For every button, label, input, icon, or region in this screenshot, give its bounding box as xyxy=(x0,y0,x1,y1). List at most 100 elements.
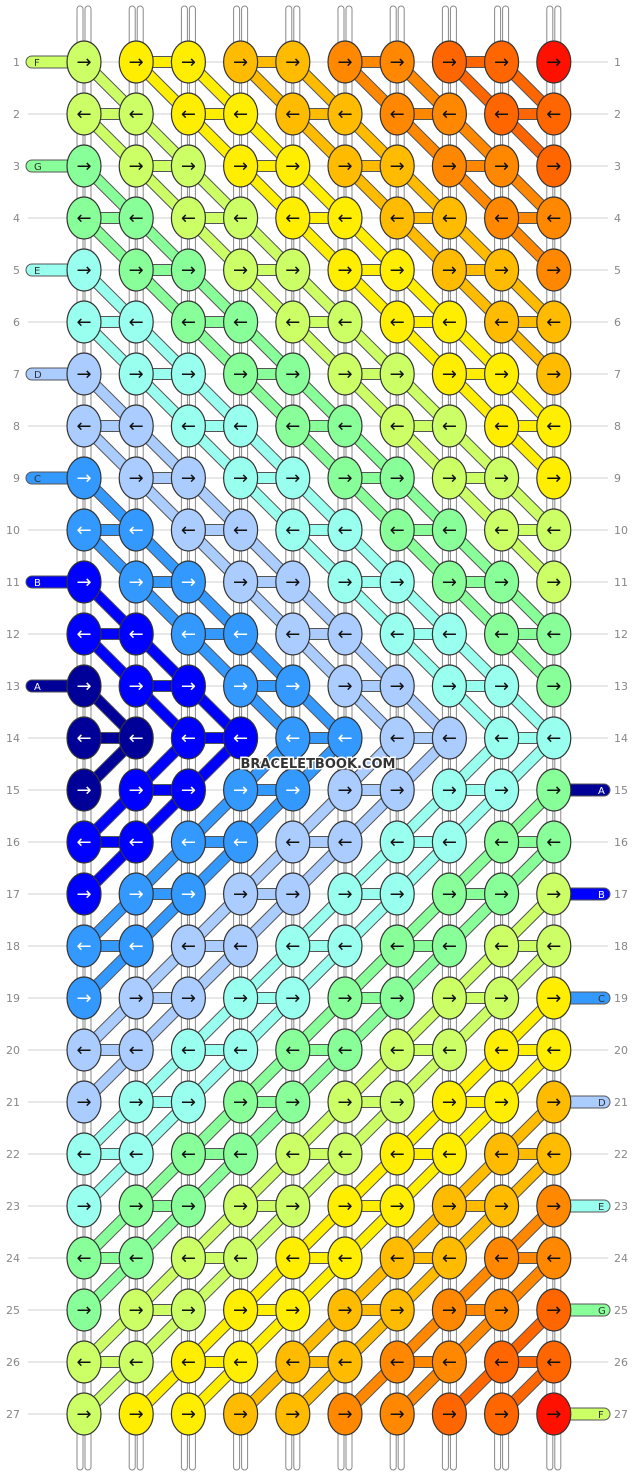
arrow-left-icon: ← xyxy=(546,1040,561,1061)
arrow-left-icon: ← xyxy=(233,208,248,229)
knot: ← xyxy=(275,404,311,448)
row-number-right: 7 xyxy=(614,368,621,381)
row-number-right: 25 xyxy=(614,1304,628,1317)
knot: → xyxy=(327,352,363,396)
knot: ← xyxy=(118,1236,154,1280)
string-letter: C xyxy=(598,994,605,1005)
knot: ← xyxy=(379,404,415,448)
knot: → xyxy=(431,560,467,604)
knot: → xyxy=(275,664,311,708)
arrow-right-icon: → xyxy=(442,1092,457,1113)
knot: → xyxy=(484,872,520,916)
knot: ← xyxy=(275,508,311,552)
knot: ← xyxy=(275,92,311,136)
knot: → xyxy=(170,352,206,396)
arrow-right-icon: → xyxy=(76,884,91,905)
row-number-left: 20 xyxy=(6,1044,20,1057)
knot: → xyxy=(66,352,102,396)
arrow-left-icon: ← xyxy=(337,624,352,645)
knot: → xyxy=(275,1288,311,1332)
arrow-right-icon: → xyxy=(546,52,561,73)
arrow-right-icon: → xyxy=(442,364,457,385)
knot: ← xyxy=(536,1236,572,1280)
knot: ← xyxy=(223,92,259,136)
arrow-left-icon: ← xyxy=(233,416,248,437)
row-number-left: 16 xyxy=(6,836,20,849)
knot: ← xyxy=(118,820,154,864)
arrow-left-icon: ← xyxy=(76,312,91,333)
string-letter: A xyxy=(34,682,41,693)
knot: → xyxy=(536,248,572,292)
arrow-left-icon: ← xyxy=(337,1144,352,1165)
knot: ← xyxy=(118,1340,154,1384)
row-number-left: 1 xyxy=(13,56,20,69)
knot: ← xyxy=(431,404,467,448)
arrow-right-icon: → xyxy=(546,364,561,385)
arrow-right-icon: → xyxy=(76,468,91,489)
arrow-right-icon: → xyxy=(337,468,352,489)
arrow-left-icon: ← xyxy=(390,416,405,437)
string-letter: D xyxy=(598,1098,606,1109)
arrow-right-icon: → xyxy=(285,468,300,489)
arrow-left-icon: ← xyxy=(233,624,248,645)
knot: → xyxy=(379,560,415,604)
arrow-right-icon: → xyxy=(76,1092,91,1113)
arrow-left-icon: ← xyxy=(129,1144,144,1165)
knot: ← xyxy=(118,716,154,760)
knot: → xyxy=(118,1184,154,1228)
arrow-left-icon: ← xyxy=(76,1352,91,1373)
row-number-left: 12 xyxy=(6,628,20,641)
row-number-left: 4 xyxy=(13,212,20,225)
knot: → xyxy=(223,456,259,500)
arrow-right-icon: → xyxy=(181,1300,196,1321)
arrow-left-icon: ← xyxy=(546,832,561,853)
knot: → xyxy=(536,1288,572,1332)
arrow-right-icon: → xyxy=(181,1404,196,1425)
row-number-left: 10 xyxy=(6,524,20,537)
knot: → xyxy=(66,40,102,84)
arrow-right-icon: → xyxy=(76,988,91,1009)
row-number-right: 2 xyxy=(614,108,621,121)
knot: → xyxy=(327,40,363,84)
arrow-left-icon: ← xyxy=(442,1144,457,1165)
knot: → xyxy=(536,40,572,84)
knot: → xyxy=(484,1080,520,1124)
arrow-left-icon: ← xyxy=(181,624,196,645)
knot: ← xyxy=(223,716,259,760)
arrow-left-icon: ← xyxy=(390,312,405,333)
arrow-left-icon: ← xyxy=(390,1352,405,1373)
arrow-right-icon: → xyxy=(181,260,196,281)
string-letter: C xyxy=(34,474,41,485)
knot: → xyxy=(118,352,154,396)
knot: ← xyxy=(118,196,154,240)
arrow-left-icon: ← xyxy=(337,728,352,749)
arrow-left-icon: ← xyxy=(181,1352,196,1373)
knot: ← xyxy=(379,1132,415,1176)
knot: ← xyxy=(170,820,206,864)
arrow-right-icon: → xyxy=(233,676,248,697)
arrow-right-icon: → xyxy=(233,1092,248,1113)
arrow-left-icon: ← xyxy=(233,728,248,749)
knot: ← xyxy=(431,1028,467,1072)
knot: → xyxy=(379,40,415,84)
knot: → xyxy=(431,976,467,1020)
arrow-right-icon: → xyxy=(442,156,457,177)
arrow-left-icon: ← xyxy=(233,1352,248,1373)
knot: → xyxy=(327,456,363,500)
knot: → xyxy=(379,768,415,812)
arrow-right-icon: → xyxy=(233,260,248,281)
knot: ← xyxy=(327,1132,363,1176)
arrow-right-icon: → xyxy=(494,1404,509,1425)
arrow-left-icon: ← xyxy=(76,208,91,229)
arrow-left-icon: ← xyxy=(181,936,196,957)
arrow-left-icon: ← xyxy=(442,624,457,645)
arrow-right-icon: → xyxy=(181,884,196,905)
knot: → xyxy=(275,560,311,604)
arrow-right-icon: → xyxy=(285,364,300,385)
arrow-right-icon: → xyxy=(442,1196,457,1217)
knot: ← xyxy=(379,508,415,552)
knot: → xyxy=(275,872,311,916)
row-number-right: 5 xyxy=(614,264,621,277)
knot: → xyxy=(223,768,259,812)
row-number-right: 11 xyxy=(614,576,628,589)
